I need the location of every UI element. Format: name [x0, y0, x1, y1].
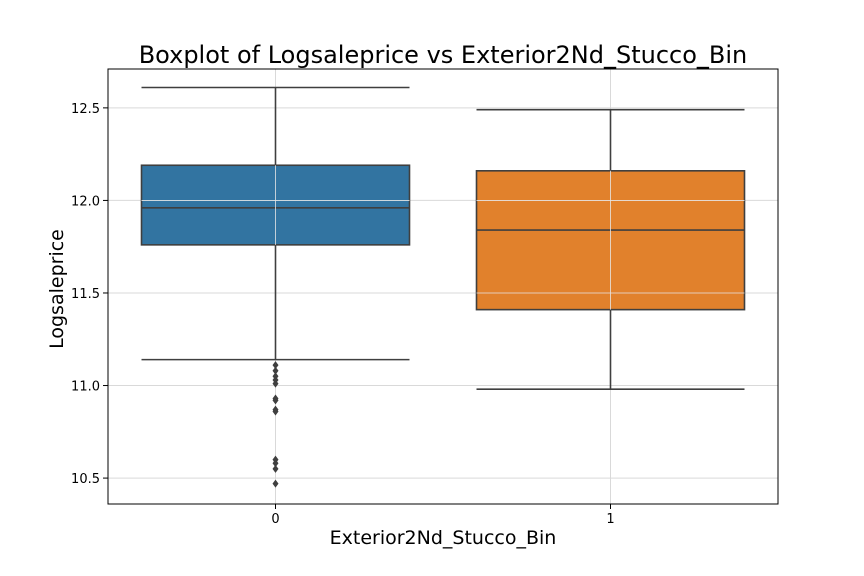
outlier-point: [272, 379, 279, 388]
y-tick-label: 11.5: [71, 287, 100, 302]
outlier-point: [272, 464, 279, 473]
x-axis-label: Exterior2Nd_Stucco_Bin: [330, 527, 557, 549]
outlier-point: [272, 361, 279, 370]
outlier-point: [272, 479, 279, 488]
y-tick-label: 12.5: [71, 102, 100, 117]
outlier-layer: [272, 361, 279, 488]
box-group-1: [475, 108, 746, 391]
box-group-0: [140, 86, 411, 361]
outlier-point: [272, 407, 279, 416]
outlier-point: [272, 459, 279, 468]
boxes-layer: [140, 86, 746, 391]
y-tick-label: 10.5: [71, 472, 100, 487]
outlier-point: [272, 366, 279, 375]
outlier-point: [272, 396, 279, 405]
chart-title: Boxplot of Logsaleprice vs Exterior2Nd_S…: [139, 41, 748, 69]
x-tick-label: 1: [606, 512, 614, 527]
x-tick-label: 0: [271, 512, 279, 527]
y-tick-label: 12.0: [71, 194, 100, 209]
plot-area-frame: [107, 68, 779, 505]
y-tick-label: 11.0: [71, 380, 100, 395]
tick-layer: 10.5 11.0 11.5 12.0 12.5 0 1: [71, 102, 615, 527]
y-axis-label: Logsaleprice: [46, 229, 68, 349]
